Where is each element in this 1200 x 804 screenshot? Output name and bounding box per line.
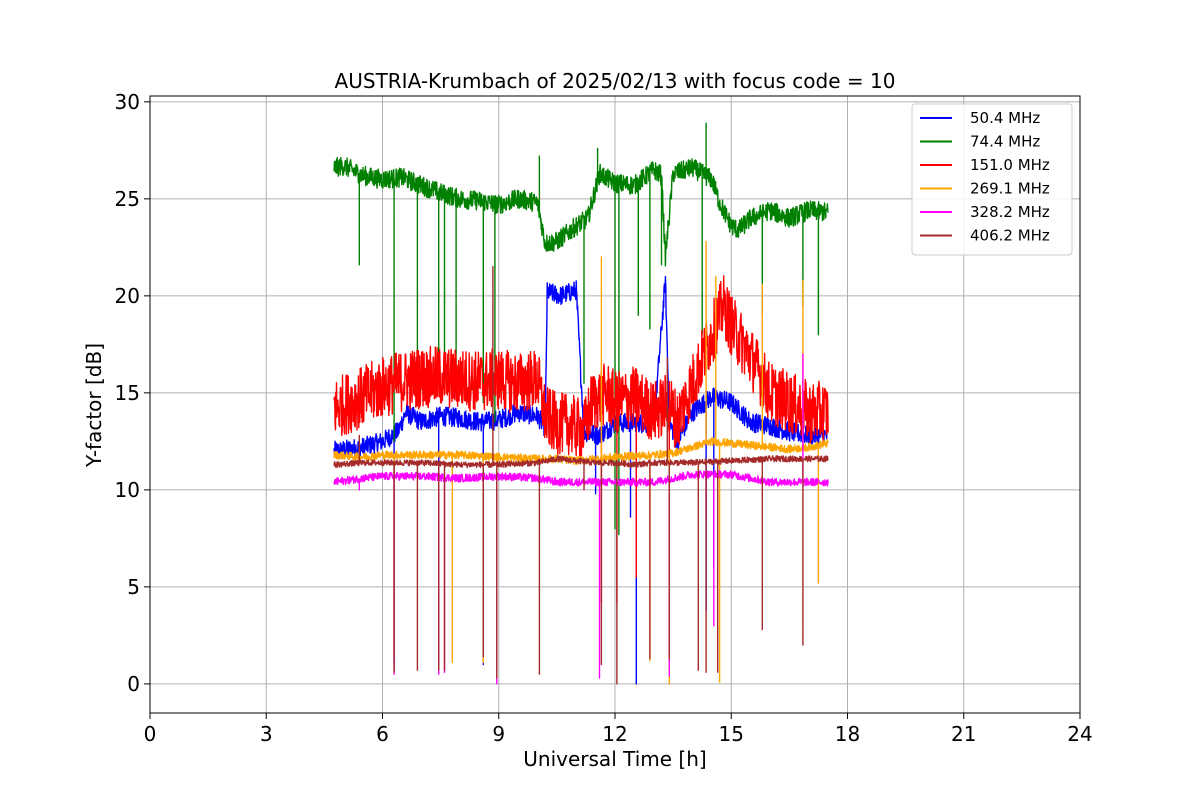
x-tick-label-6: 18 [835,722,860,746]
x-tick-label-0: 0 [144,722,157,746]
series-2 [333,275,829,604]
x-tick-label-2: 6 [376,722,389,746]
x-tick-label-3: 9 [492,722,505,746]
y-tick-label-5: 25 [115,187,140,211]
x-tick-label-4: 12 [602,722,627,746]
series-0 [333,275,829,685]
y-tick-label-3: 15 [115,381,140,405]
x-tick-label-7: 21 [951,722,976,746]
series-5 [333,266,829,685]
series-line-0 [333,275,829,685]
y-tick-label-6: 30 [115,90,140,114]
chart-title: AUSTRIA-Krumbach of 2025/02/13 with focu… [335,69,896,93]
x-tick-label-1: 3 [260,722,273,746]
y-tick-label-2: 10 [115,478,140,502]
legend: 50.4 MHz 74.4 MHz 151.0 MHz 269.1 MHz 328.2 … [911,103,1073,256]
plot-area [333,122,829,685]
y-tick-label-0: 0 [127,672,140,696]
y-tick-label-1: 5 [127,575,140,599]
y-axis-label: Y-factor [dB] [82,343,106,468]
legend-label-5: 406.2 MHz [970,227,1050,245]
legend-label-0: 50.4 MHz [970,109,1040,127]
ticks: 0 3 6 9 12 15 18 21 24 0 5 10 15 20 25 30 [115,90,1093,746]
series-4 [333,353,829,685]
series-line-4 [333,353,829,685]
x-tick-label-8: 24 [1067,722,1092,746]
legend-label-2: 151.0 MHz [970,156,1050,174]
series-line-5 [333,266,829,685]
x-tick-label-5: 15 [719,722,744,746]
legend-label-3: 269.1 MHz [970,180,1050,198]
series-line-2 [333,275,829,604]
x-axis-label: Universal Time [h] [523,747,706,771]
y-tick-label-4: 20 [115,284,140,308]
legend-label-4: 328.2 MHz [970,203,1050,221]
legend-label-1: 74.4 MHz [970,133,1040,151]
